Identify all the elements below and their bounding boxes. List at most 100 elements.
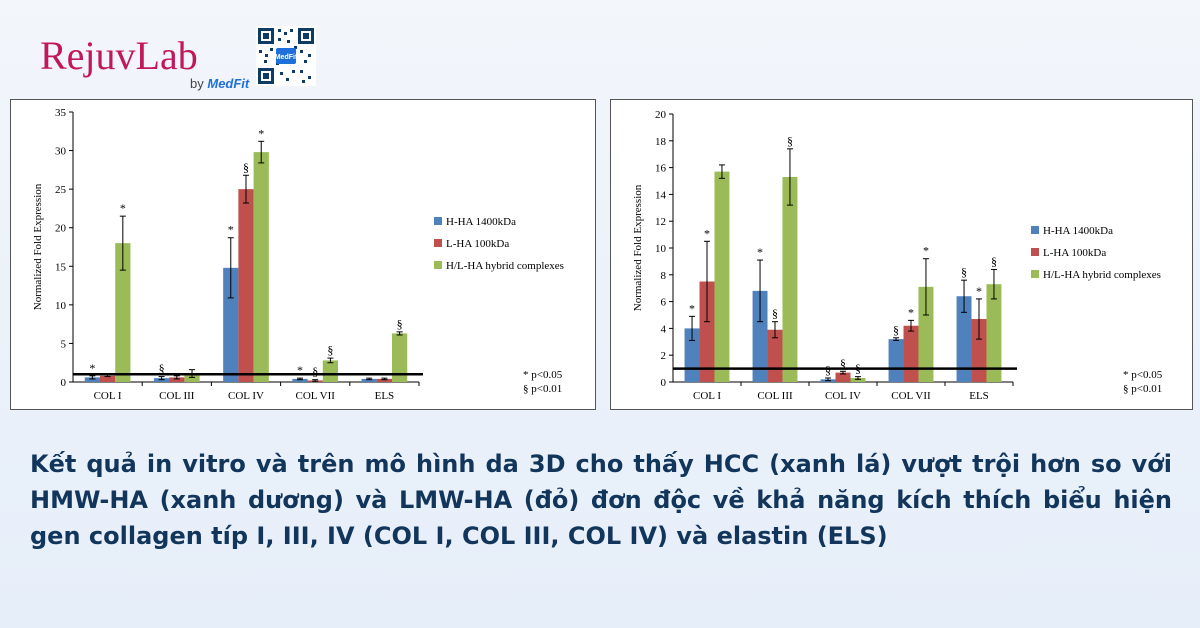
significance-note: § p<0.01 [523,383,562,395]
legend-label: L-HA 100kDa [1043,247,1106,259]
significance-mark: § [772,307,778,321]
qr-code-icon: MedFit [256,26,316,86]
bar [253,152,269,382]
legend-label: H/L-HA hybrid complexes [446,260,564,272]
y-tick-label: 10 [655,243,667,255]
significance-mark: * [258,126,264,140]
y-axis-title: Normalized Fold Expression [632,184,644,311]
significance-mark: * [923,244,929,258]
legend-swatch [434,217,442,225]
chart-panel-right: 0 2 4 6 8 10 12 14 16 18 20 Normalized Fold Express… [610,99,1193,410]
bar [84,377,100,382]
x-tick-label: COL III [757,390,793,402]
y-tick-label: 0 [661,377,667,389]
significance-mark: § [159,362,165,376]
legend-swatch [434,261,442,269]
y-tick-label: 35 [55,107,67,119]
bar [699,281,715,382]
significance-note: * p<0.05 [523,369,563,381]
bar [782,176,798,382]
bar [971,319,987,382]
y-tick-label: 15 [55,261,67,273]
bar [903,325,919,382]
y-tick-label: 4 [661,323,667,335]
significance-mark: * [908,305,914,319]
significance-mark: * [297,363,303,377]
y-tick-label: 12 [655,216,666,228]
significance-mark: * [89,361,95,375]
significance-mark: * [228,223,234,237]
x-tick-label: COL IV [228,390,264,402]
y-tick-label: 10 [55,300,67,312]
significance-mark: * [704,226,710,240]
y-tick-label: 14 [655,189,667,201]
legend-swatch [434,239,442,247]
y-tick-label: 20 [55,223,67,235]
byline-brand: MedFit [207,76,250,91]
bar [986,284,1002,382]
bar [376,378,393,382]
significance-mark: § [893,323,899,337]
bar [835,372,851,382]
x-tick-label: COL IV [825,390,861,402]
significance-mark: * [757,245,763,259]
bar [223,267,239,382]
y-tick-label: 18 [655,136,667,148]
brand-name: RejuvLab [40,33,198,78]
y-tick-label: 8 [661,270,667,282]
legend-swatch [1031,226,1039,234]
x-tick-label: ELS [969,390,989,402]
x-tick-label: COL VII [295,390,335,402]
y-tick-label: 30 [55,146,67,158]
significance-mark: * [689,301,695,315]
bar-chart-left: 0 5 10 15 20 25 30 35 Normalized Fold Expression… [32,107,564,402]
significance-mark: § [840,356,846,370]
bar [956,296,972,382]
bar [169,377,185,382]
significance-mark: § [787,134,793,148]
bar-chart-right: 0 2 4 6 8 10 12 14 16 18 20 Normalized Fold Express… [632,109,1163,402]
significance-note: * p<0.05 [1123,369,1163,381]
bar [918,286,934,382]
qr-label: MedFit [275,54,298,61]
legend-label: H-HA 1400kDa [1043,225,1113,237]
x-tick-label: COL III [159,390,195,402]
significance-mark: § [825,363,831,377]
y-tick-label: 20 [655,109,667,121]
bar [99,375,116,382]
legend-label: H-HA 1400kDa [446,216,516,228]
significance-note: § p<0.01 [1123,383,1162,395]
y-tick-label: 5 [61,338,67,350]
legend-label: L-HA 100kDa [446,238,509,250]
bar [292,378,308,382]
significance-mark: § [397,317,403,331]
significance-mark: § [327,343,333,357]
byline-prefix: by [190,76,204,91]
bar [322,360,339,382]
significance-mark: § [991,254,997,268]
x-tick-label: COL VII [891,390,931,402]
chart-panel-left: 0 5 10 15 20 25 30 35 Normalized Fold Expression… [10,99,596,410]
y-axis-title: Normalized Fold Expression [32,183,44,310]
bar [752,290,768,382]
significance-mark: * [120,201,126,215]
significance-mark: § [312,365,318,379]
y-tick-label: 25 [55,184,67,196]
bar [714,171,730,382]
x-tick-label: COL I [94,390,122,402]
y-tick-label: 0 [61,377,67,389]
legend-swatch [1031,270,1039,278]
bar [850,377,866,382]
bar [392,333,408,382]
x-tick-label: ELS [375,390,395,402]
legend-label: H/L-HA hybrid complexes [1043,269,1161,281]
bar [238,189,254,382]
bar [361,378,377,382]
y-tick-label: 16 [655,163,667,175]
significance-mark: § [243,160,249,174]
x-tick-label: COL I [693,390,721,402]
bar [888,339,904,382]
brand-byline: by MedFit [190,76,249,91]
caption-text: Kết quả in vitro và trên mô hình da 3D c… [30,450,1172,550]
y-tick-label: 6 [661,297,667,309]
